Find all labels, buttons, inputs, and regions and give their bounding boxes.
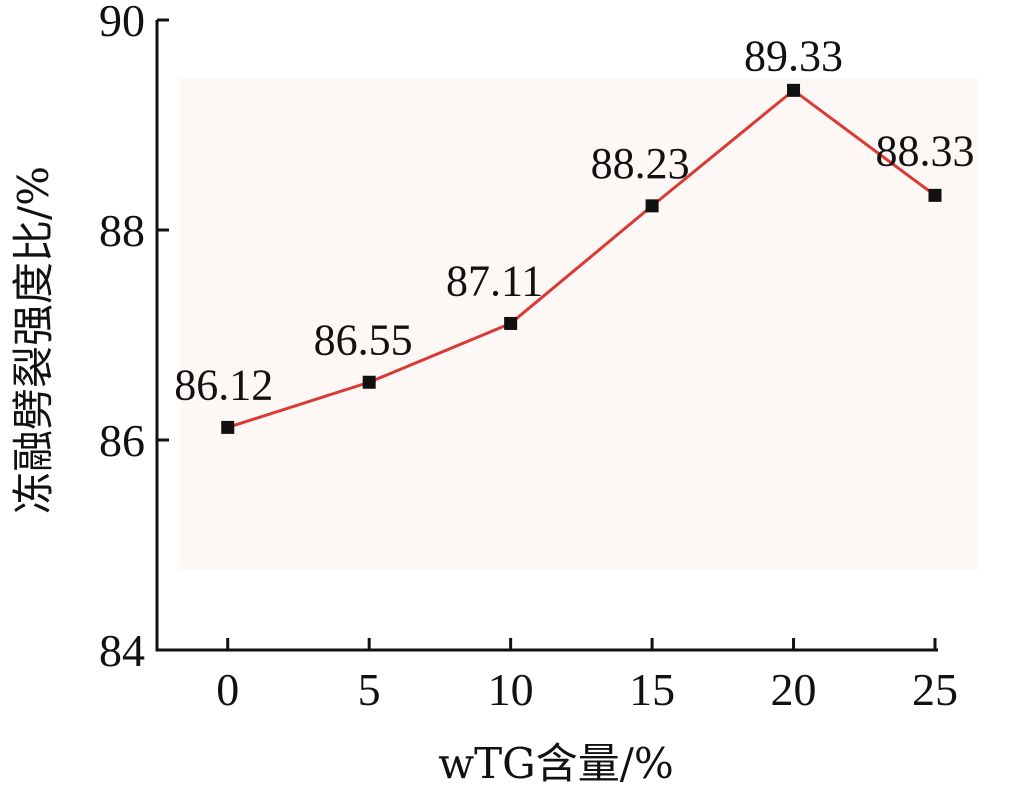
x-ticks: 0 5 10 15 20 25 (216, 638, 958, 715)
series (221, 83, 942, 434)
x-tick-label: 25 (912, 664, 958, 715)
y-axis-title: 冻融劈裂强度比/% (9, 166, 58, 514)
data-label: 88.23 (591, 139, 690, 188)
data-point-marker (787, 83, 801, 97)
data-label: 86.55 (314, 315, 413, 364)
data-point-marker (504, 316, 518, 330)
x-tick-label: 20 (771, 664, 817, 715)
x-tick-label: 15 (629, 664, 675, 715)
plot-background-band (180, 78, 978, 570)
axes (155, 20, 938, 652)
series-line (227, 88, 936, 429)
data-labels: 86.12 86.55 87.11 88.23 89.33 88.33 (174, 31, 974, 409)
data-label: 88.33 (876, 126, 975, 175)
x-tick-label: 5 (358, 664, 381, 715)
y-tick-label: 84 (99, 625, 145, 676)
x-axis-title: wTG含量/% (438, 739, 674, 785)
data-label: 89.33 (744, 31, 843, 80)
x-tick-label: 10 (488, 664, 534, 715)
data-label: 86.12 (174, 360, 273, 409)
data-label: 87.11 (446, 256, 543, 305)
y-tick-label: 90 (99, 0, 145, 46)
data-point-marker (362, 375, 376, 389)
data-point-marker (645, 199, 659, 213)
data-point-marker (928, 188, 942, 202)
y-tick-label: 86 (99, 415, 145, 466)
y-tick-label: 88 (99, 205, 145, 256)
x-tick-label: 0 (216, 664, 239, 715)
y-ticks: 84 86 88 90 (99, 0, 169, 676)
data-point-marker (221, 420, 235, 434)
